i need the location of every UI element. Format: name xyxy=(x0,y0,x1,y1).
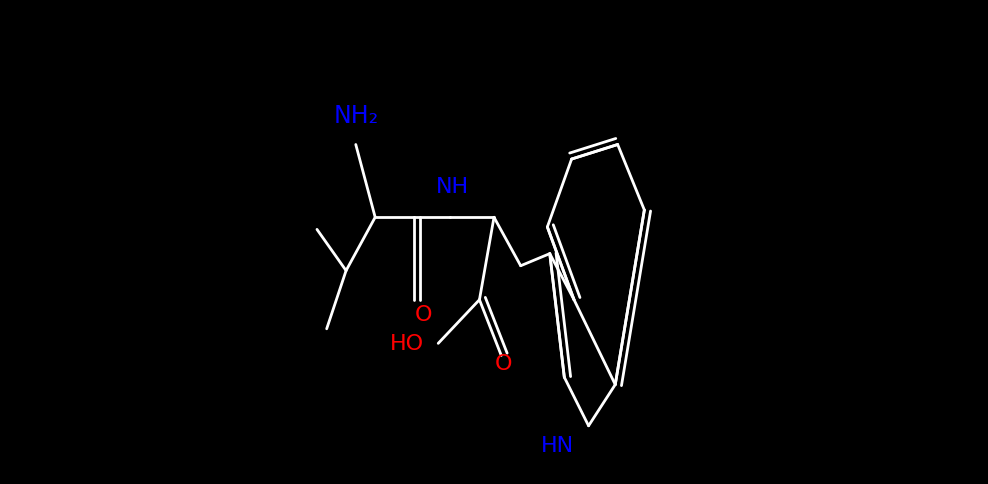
Text: O: O xyxy=(495,353,513,373)
Text: HN: HN xyxy=(540,435,574,455)
Text: NH: NH xyxy=(437,176,469,197)
Text: NH₂: NH₂ xyxy=(333,104,378,128)
Text: O: O xyxy=(415,304,433,325)
Text: HO: HO xyxy=(389,333,424,354)
